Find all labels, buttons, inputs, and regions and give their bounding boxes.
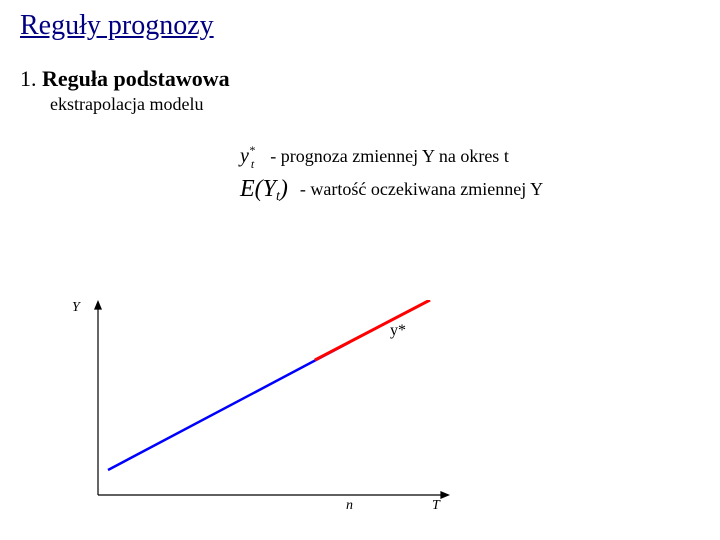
page-title: Reguły prognozy <box>20 10 700 42</box>
eyt-desc: - wartość oczekiwana zmiennej Y <box>300 179 543 200</box>
section-number: 1. <box>20 66 37 91</box>
eyt-close: ) <box>280 176 288 202</box>
eyt-t: t <box>276 189 280 204</box>
definition-ystar: y*t - prognoza zmiennej Y na okres t <box>240 145 700 168</box>
ystar-chart-label: y* <box>390 322 406 340</box>
section-heading: 1. Reguła podstawowa <box>20 66 700 92</box>
y-axis-label: Y <box>72 300 80 316</box>
t-axis-label: T <box>432 498 440 514</box>
chart: Y y* n T <box>90 300 470 510</box>
section-heading-text: Reguła podstawowa <box>42 66 230 91</box>
ystar-sup: * <box>249 143 255 157</box>
definition-eyt: E(Yt) - wartość oczekiwana zmiennej Y <box>240 176 700 203</box>
ystar-symbol: y*t <box>240 145 258 168</box>
n-label: n <box>346 498 353 514</box>
ystar-sub: t <box>251 157 254 171</box>
ystar-y: y <box>240 145 249 167</box>
eyt-E: E(Y <box>240 176 276 202</box>
ystar-desc: - prognoza zmiennej Y na okres t <box>270 146 509 167</box>
section-subheading: ekstrapolacja modelu <box>50 94 700 115</box>
eyt-symbol: E(Yt) <box>240 176 288 203</box>
chart-svg <box>90 300 470 510</box>
